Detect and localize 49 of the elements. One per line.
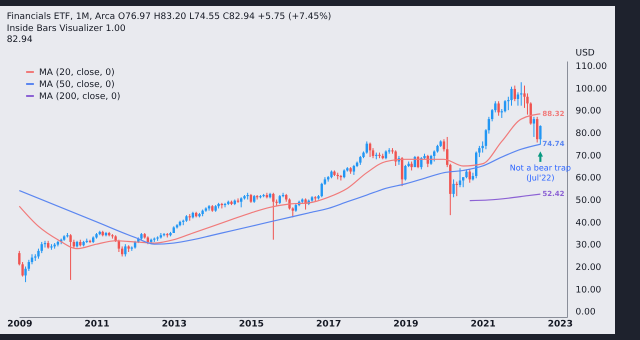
candlestick [404,164,407,182]
candlestick [514,85,516,102]
x-tick-label: 2017 [316,320,342,330]
x-tick-label: 2021 [470,320,496,330]
text: 82.94 [6,35,33,45]
x-tick-label: 2019 [393,320,418,330]
candlestick [400,156,404,187]
candlestick [394,150,397,166]
chart-title: Financials ETF, 1M, Arca O76.97 H83.20 L74.55 C82.94 +5.75 (+7.45%) [6,12,332,22]
candlestick [366,140,368,154]
line-series [469,193,541,202]
candlestick [532,116,536,138]
candlestick [468,168,471,184]
candlestick [124,244,127,257]
candlestick [272,192,275,240]
y-tick-label: 90.00 [576,106,602,117]
legend-label: MA (20, close, 0) [39,68,115,78]
candlestick [352,164,356,176]
y-tick-label: 30.00 [576,240,602,251]
annotation: Not a bear trap (Jul'22) [510,164,571,183]
y-tick-label: 20.00 [576,263,602,274]
y-tick-label: 40.00 [576,218,602,228]
y-tick-label: 10.00 [576,285,602,296]
legend-label: MA (50, close, 0) [39,80,115,90]
y-tick-label: 80.00 [576,128,602,139]
candlestick [539,124,542,146]
y-tick-label: 60.00 [576,174,602,184]
candlestick [118,239,120,252]
candlestick [520,82,522,106]
legend-label: MA (200, close, 0) [39,92,120,102]
candlestick [69,234,72,280]
x-tick-label: 2013 [162,320,187,330]
y-tick-label: 0.00 [576,308,596,318]
candlestick [536,116,538,144]
candlestick [497,100,500,116]
y-tick-label: 110.00 [576,62,608,72]
candlestick [456,181,458,197]
x-tick-label: 2009 [7,320,32,330]
y-tick-label: 100.00 [576,84,608,94]
text: Inside Bars Visualizer 1.00 [6,24,126,34]
x-tick-label: 2023 [548,320,573,330]
x-tick-label: 2011 [84,320,110,330]
y-axis-title: USD [576,48,595,58]
candlestick [452,178,455,198]
y-tick-label: 50.00 [576,196,602,206]
y-tick-label: 70.00 [576,151,602,162]
candlestick [240,196,242,208]
candlestick [368,142,372,158]
x-tick-label: 2015 [238,320,264,330]
